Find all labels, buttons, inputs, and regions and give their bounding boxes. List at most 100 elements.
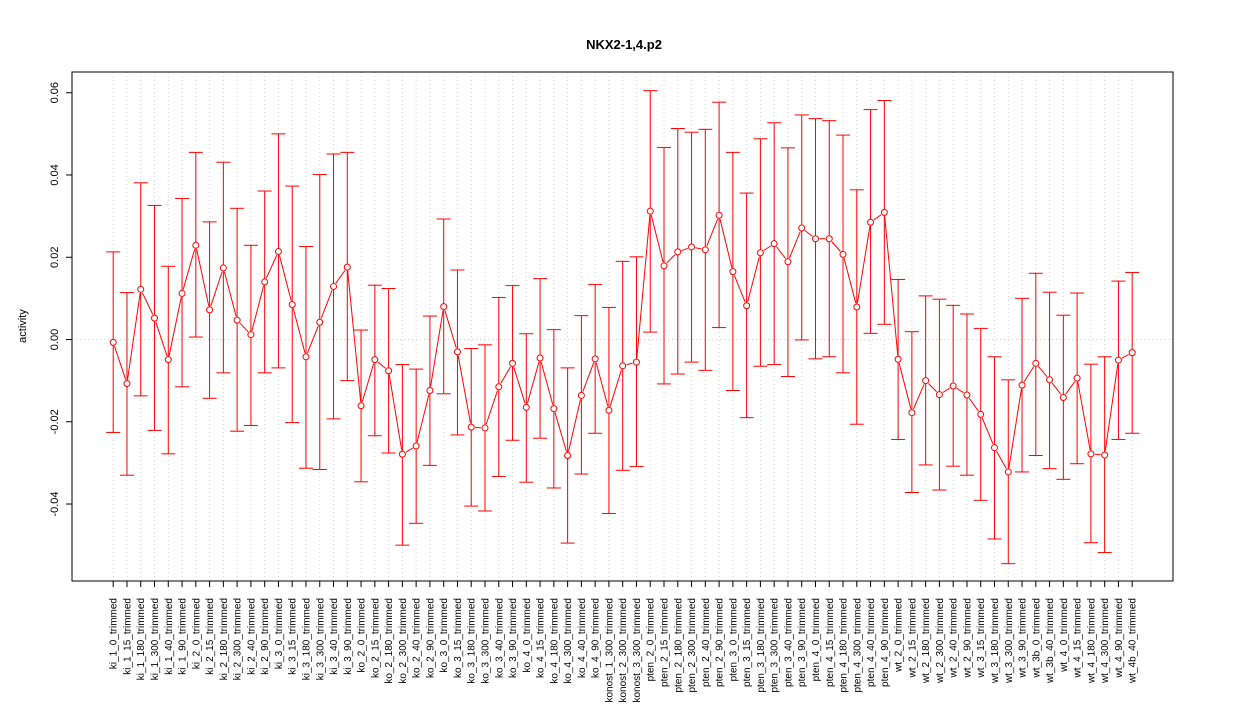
x-tick-label: wt_2_180_trimmed [921,598,932,684]
data-point [398,450,406,458]
x-tick-label: pten_3_180_trimmed [756,598,767,693]
series-segment [956,387,964,394]
x-tick-label: ki_1_40_trimmed [164,598,175,675]
series-segment [307,325,319,354]
data-point [371,356,379,364]
x-tick-label: wt_3b_0_trimmed [1031,598,1042,678]
x-tick-label: ko_3_180_trimmed [467,598,478,684]
data-point [1087,450,1095,458]
x-tick-label: ki_2_40_trimmed [246,598,257,675]
data-point [935,391,943,399]
data-point [770,240,778,248]
series-segment [1121,354,1129,359]
series-segment [1104,363,1119,452]
data-point [453,348,461,356]
data-point [825,235,833,243]
x-tick-label: ko_4_40_trimmed [577,598,588,678]
x-tick-label: ki_1_300_trimmed [150,598,161,680]
x-tick-label: pten_3_40_trimmed [783,598,794,687]
data-point [908,409,916,417]
x-tick-label: pten_2_300_trimmed [687,598,698,693]
y-tick-label: 0.00 [49,329,61,350]
data-point [784,258,792,266]
series-segment [444,310,457,349]
data-point [867,218,875,226]
data-point [330,282,338,290]
series-segment [361,363,375,403]
series-segment [996,450,1007,469]
data-point [715,211,723,219]
data-point [316,318,324,326]
series-segment [695,247,702,250]
data-point [729,268,737,276]
series-segment [127,293,141,380]
data-point [688,243,696,251]
series-segment [843,258,857,304]
x-tick-label: ko_2_300_trimmed [398,598,409,684]
x-tick-label: ki_3_15_trimmed [288,598,299,675]
x-tick-label: ko_3_90_trimmed [508,598,519,678]
data-point [440,303,448,311]
series-segment [1077,382,1091,450]
x-tick-label: pten_2_0_trimmed [646,598,657,681]
data-point [1059,393,1067,401]
x-tick-label: wt_4_0_trimmed [1059,598,1070,673]
x-tick-label: pten_3_15_trimmed [742,598,753,687]
x-tick-label: pten_3_90_trimmed [797,598,808,687]
series-segment [884,216,899,356]
x-tick-label: ki_3_0_trimmed [274,598,285,669]
data-point [674,248,682,256]
data-point [619,362,627,370]
x-tick-label: ko_3_40_trimmed [494,598,505,678]
series-segment [898,362,912,409]
data-point [839,250,847,258]
x-tick-label: pten_2_90_trimmed [715,598,726,687]
x-tick-label: wt_4_180_trimmed [1086,598,1097,684]
y-axis-label: activity [17,309,29,343]
data-point [990,444,998,452]
data-point [495,383,503,391]
series-segment [856,226,871,304]
data-point [137,285,145,293]
series-segment [457,355,471,424]
series-segment [733,275,746,303]
data-point [798,224,806,232]
x-tick-label: wt_3_15_trimmed [976,598,987,678]
x-tick-label: ki_2_180_trimmed [219,598,230,680]
series-segment [377,361,386,369]
data-point [522,403,530,411]
x-tick-label: pten_2_15_trimmed [660,598,671,687]
series-segment [681,247,688,252]
x-tick-label: ki_2_300_trimmed [233,598,244,680]
x-tick-label: wt_4_300_trimmed [1100,598,1111,684]
data-point [1018,381,1026,389]
x-tick-label: ko_2_15_trimmed [370,598,381,678]
data-point [632,358,640,366]
data-point [206,306,214,314]
data-point [1032,359,1040,367]
series-segment [747,256,760,303]
series-segment [320,289,333,319]
y-tick-label: 0.04 [49,164,61,185]
x-tick-label: wt_3_300_trimmed [1004,598,1015,684]
series-segment [1023,366,1035,383]
series-segment [210,271,223,307]
series-segment [928,383,937,393]
x-tick-label: ko_3_15_trimmed [453,598,464,678]
series-segment [196,249,210,307]
series-segment [430,310,444,387]
series-segment [609,369,622,407]
x-tick-label: ko_3_0_trimmed [439,598,450,672]
x-tick-label: konost_3_300_trimmed [632,598,643,703]
x-tick-label: ko_4_15_trimmed [536,598,547,678]
data-point [1128,349,1136,357]
data-point [880,208,888,216]
series-segment [1065,381,1076,395]
series-segment [265,254,278,279]
x-tick-label: ki_1_0_trimmed [109,598,120,669]
x-tick-label: pten_2_40_trimmed [701,598,712,687]
x-tick-label: ko_2_0_trimmed [357,598,368,672]
series-segment [650,214,664,263]
series-segment [1008,389,1022,469]
y-tick-label: -0.04 [49,491,61,516]
